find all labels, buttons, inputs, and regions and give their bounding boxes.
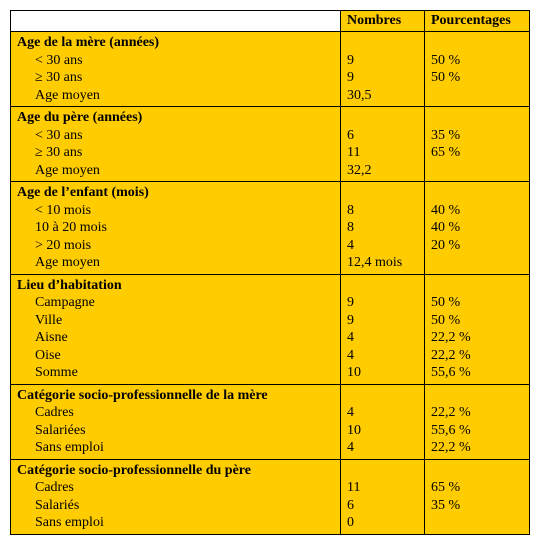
row-label: Age moyen <box>17 87 334 105</box>
section-row: Age de la mère (années)< 30 ans≥ 30 ansA… <box>11 32 530 107</box>
section-pct-cell: .40 %40 %20 % <box>425 182 530 275</box>
row-num: 9 <box>347 312 418 330</box>
header-row: Nombres Pourcentages <box>11 11 530 32</box>
row-num: 8 <box>347 202 418 220</box>
section-num-cell: .1160 <box>341 459 425 534</box>
row-num: 4 <box>347 237 418 255</box>
row-label: Cadres <box>17 404 334 422</box>
row-pct: 55,6 % <box>431 364 523 382</box>
section-title: Lieu d’habitation <box>17 277 334 295</box>
row-num: 4 <box>347 347 418 365</box>
row-pct <box>431 87 523 105</box>
section-label-cell: Age de la mère (années)< 30 ans≥ 30 ansA… <box>11 32 341 107</box>
row-label: > 20 mois <box>17 237 334 255</box>
row-num: 30,5 <box>347 87 418 105</box>
row-pct: 22,2 % <box>431 404 523 422</box>
row-label: < 30 ans <box>17 127 334 145</box>
row-pct: 22,2 % <box>431 439 523 457</box>
row-pct: 50 % <box>431 69 523 87</box>
row-label: Oise <box>17 347 334 365</box>
section-row: Lieu d’habitationCampagneVilleAisneOiseS… <box>11 274 530 384</box>
row-label: Age moyen <box>17 162 334 180</box>
section-label-cell: Lieu d’habitationCampagneVilleAisneOiseS… <box>11 274 341 384</box>
row-pct: 65 % <box>431 144 523 162</box>
row-label: Cadres <box>17 479 334 497</box>
section-num-cell: .994410 <box>341 274 425 384</box>
section-row: Catégorie socio-professionnelle de la mè… <box>11 384 530 459</box>
section-row: Catégorie socio-professionnelle du pèreC… <box>11 459 530 534</box>
row-pct: 40 % <box>431 219 523 237</box>
row-num: 4 <box>347 404 418 422</box>
section-title: Catégorie socio-professionnelle du père <box>17 462 334 480</box>
row-label: Ville <box>17 312 334 330</box>
header-nombres: Nombres <box>341 11 425 32</box>
row-label: Sans emploi <box>17 514 334 532</box>
section-title: Age du père (années) <box>17 109 334 127</box>
section-pct-cell: .35 %65 % <box>425 107 530 182</box>
row-pct: 20 % <box>431 237 523 255</box>
row-num: 0 <box>347 514 418 532</box>
row-num: 9 <box>347 69 418 87</box>
section-num-cell: .88412,4 mois <box>341 182 425 275</box>
demographics-table: Nombres Pourcentages Age de la mère (ann… <box>10 10 530 535</box>
section-pct-cell: .22,2 %55,6 %22,2 % <box>425 384 530 459</box>
row-pct <box>431 162 523 180</box>
row-label: Aisne <box>17 329 334 347</box>
row-num: 6 <box>347 497 418 515</box>
row-pct <box>431 254 523 272</box>
row-num: 4 <box>347 439 418 457</box>
section-title: Age de l’enfant (mois) <box>17 184 334 202</box>
row-label: < 10 mois <box>17 202 334 220</box>
row-label: Sans emploi <box>17 439 334 457</box>
section-label-cell: Catégorie socio-professionnelle du pèreC… <box>11 459 341 534</box>
row-num: 9 <box>347 52 418 70</box>
row-num: 11 <box>347 144 418 162</box>
row-num: 9 <box>347 294 418 312</box>
row-pct: 40 % <box>431 202 523 220</box>
section-label-cell: Age de l’enfant (mois)< 10 mois10 à 20 m… <box>11 182 341 275</box>
row-pct: 35 % <box>431 127 523 145</box>
row-pct: 55,6 % <box>431 422 523 440</box>
row-num: 12,4 mois <box>347 254 418 272</box>
section-label-cell: Catégorie socio-professionnelle de la mè… <box>11 384 341 459</box>
row-label: Campagne <box>17 294 334 312</box>
row-label: ≥ 30 ans <box>17 144 334 162</box>
section-row: Age du père (années)< 30 ans≥ 30 ansAge … <box>11 107 530 182</box>
row-num: 32,2 <box>347 162 418 180</box>
row-num: 6 <box>347 127 418 145</box>
row-label: 10 à 20 mois <box>17 219 334 237</box>
section-pct-cell: .65 %35 % <box>425 459 530 534</box>
section-num-cell: .4104 <box>341 384 425 459</box>
header-pourcentages: Pourcentages <box>425 11 530 32</box>
section-pct-cell: .50 %50 %22,2 %22,2 %55,6 % <box>425 274 530 384</box>
row-pct <box>431 514 523 532</box>
header-blank <box>11 11 341 32</box>
row-pct: 65 % <box>431 479 523 497</box>
section-num-cell: .9930,5 <box>341 32 425 107</box>
row-num: 4 <box>347 329 418 347</box>
row-num: 8 <box>347 219 418 237</box>
section-label-cell: Age du père (années)< 30 ans≥ 30 ansAge … <box>11 107 341 182</box>
row-label: Age moyen <box>17 254 334 272</box>
section-num-cell: .61132,2 <box>341 107 425 182</box>
row-label: ≥ 30 ans <box>17 69 334 87</box>
row-pct: 50 % <box>431 294 523 312</box>
section-row: Age de l’enfant (mois)< 10 mois10 à 20 m… <box>11 182 530 275</box>
section-title: Age de la mère (années) <box>17 34 334 52</box>
row-pct: 50 % <box>431 52 523 70</box>
row-label: Salariées <box>17 422 334 440</box>
row-pct: 50 % <box>431 312 523 330</box>
row-pct: 22,2 % <box>431 329 523 347</box>
row-num: 10 <box>347 422 418 440</box>
row-label: Salariés <box>17 497 334 515</box>
section-pct-cell: .50 %50 % <box>425 32 530 107</box>
row-num: 10 <box>347 364 418 382</box>
row-pct: 22,2 % <box>431 347 523 365</box>
row-label: Somme <box>17 364 334 382</box>
row-pct: 35 % <box>431 497 523 515</box>
section-title: Catégorie socio-professionnelle de la mè… <box>17 387 334 405</box>
row-num: 11 <box>347 479 418 497</box>
row-label: < 30 ans <box>17 52 334 70</box>
